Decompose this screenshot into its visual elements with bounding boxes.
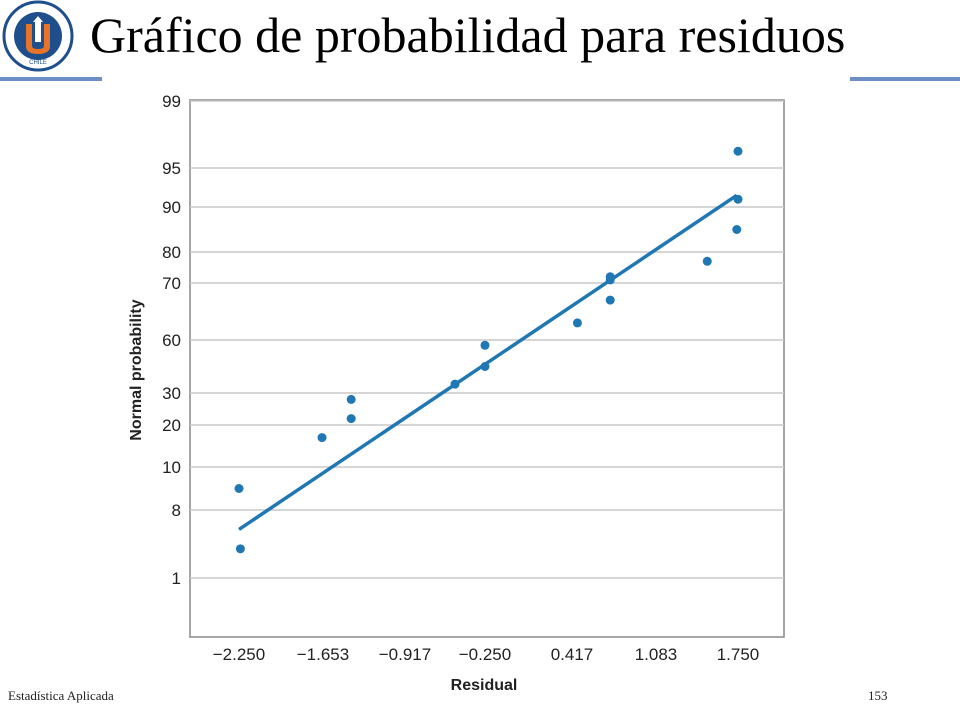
data-point — [346, 394, 356, 404]
x-tick-label: 0.417 — [551, 645, 594, 664]
data-point — [346, 414, 356, 424]
y-axis-title: Normal probability — [128, 299, 145, 440]
x-tick-label: −0.250 — [459, 645, 511, 664]
data-point — [605, 272, 615, 282]
fit-line — [238, 193, 738, 531]
footer-course-name: Estadística Aplicada — [8, 688, 114, 703]
x-tick-label: −2.250 — [213, 645, 265, 664]
title-rule-left — [0, 77, 102, 81]
svg-text:CHILE: CHILE — [29, 60, 47, 66]
y-tick-label: 8 — [172, 501, 181, 520]
y-tick-label: 80 — [162, 243, 181, 262]
page-number: 153 — [868, 688, 888, 703]
y-tick-label: 30 — [162, 384, 181, 403]
y-tick-label: 20 — [162, 416, 181, 435]
y-tick-label: 60 — [162, 331, 181, 350]
data-point — [605, 295, 615, 305]
data-point — [234, 484, 244, 493]
x-axis-title: Residual — [451, 677, 518, 694]
data-point — [733, 146, 743, 156]
title-rule-right — [850, 77, 960, 81]
y-tick-labels: 1 8 10 20 30 60 70 80 90 95 99 — [162, 92, 181, 588]
data-point — [317, 433, 327, 443]
x-tick-label: 1.750 — [717, 645, 760, 664]
x-tick-label: −0.917 — [379, 645, 431, 664]
grid-lines — [190, 100, 784, 579]
y-tick-label: 95 — [162, 159, 181, 178]
y-tick-label: 1 — [172, 569, 181, 588]
data-point — [480, 340, 490, 350]
y-tick-label: 99 — [162, 92, 181, 111]
data-point — [450, 379, 460, 389]
data-point — [480, 362, 490, 371]
x-tick-label: 1.083 — [635, 645, 678, 664]
page-title: Gráfico de probabilidad para residuos — [90, 7, 846, 63]
university-seal-icon: CHILE — [2, 0, 74, 72]
x-tick-labels: −2.250 −1.653 −0.917 −0.250 0.417 1.083 1.750 — [213, 645, 760, 664]
data-point — [733, 194, 743, 204]
data-point — [235, 544, 245, 554]
data-point — [572, 318, 582, 328]
y-tick-label: 90 — [162, 198, 181, 217]
data-point — [732, 225, 742, 234]
fit-line-segment — [238, 193, 738, 531]
data-point — [702, 256, 712, 266]
data-points — [234, 146, 743, 554]
x-tick-label: −1.653 — [297, 645, 349, 664]
y-tick-label: 70 — [162, 274, 181, 293]
y-tick-label: 10 — [162, 458, 181, 477]
